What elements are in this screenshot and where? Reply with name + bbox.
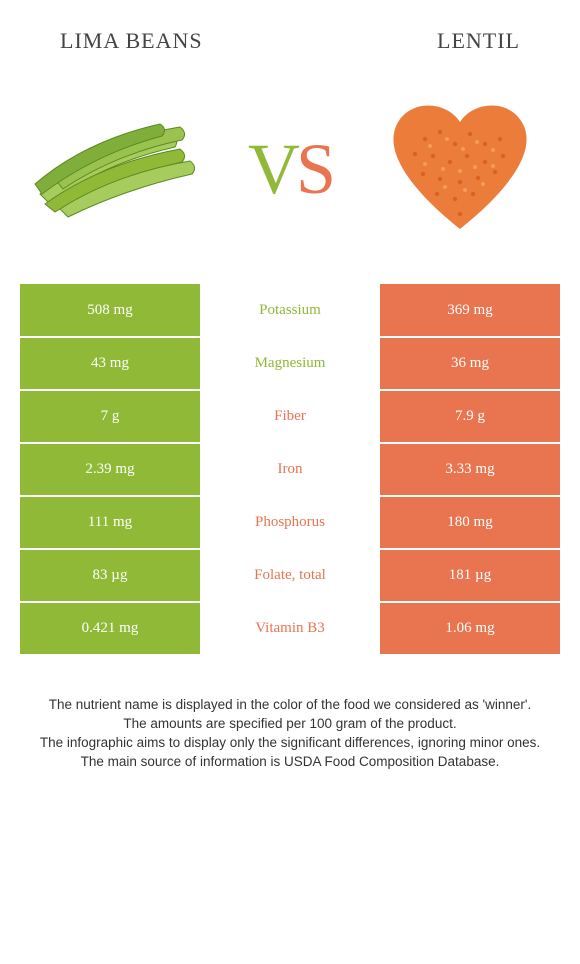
right-value: 7.9 g [380, 390, 560, 443]
left-value: 508 mg [20, 284, 200, 337]
nutrient-label: Vitamin B3 [200, 602, 380, 655]
footer-line: The nutrient name is displayed in the co… [20, 696, 560, 715]
table-row: 83 µgFolate, total181 µg [20, 549, 560, 602]
footer-line: The amounts are specified per 100 gram o… [20, 715, 560, 734]
footer-line: The infographic aims to display only the… [20, 734, 560, 753]
table-row: 7 gFiber7.9 g [20, 390, 560, 443]
left-food-title: Lima beans [60, 28, 203, 54]
table-row: 0.421 mgVitamin B31.06 mg [20, 602, 560, 655]
nutrient-label: Magnesium [200, 337, 380, 390]
vs-s: S [296, 128, 332, 211]
lentil-image [370, 89, 550, 249]
nutrient-label: Fiber [200, 390, 380, 443]
right-value: 181 µg [380, 549, 560, 602]
right-value: 180 mg [380, 496, 560, 549]
lima-beans-image [30, 89, 210, 249]
nutrient-label: Phosphorus [200, 496, 380, 549]
footer-notes: The nutrient name is displayed in the co… [0, 656, 580, 772]
vs-v: V [248, 128, 296, 211]
right-value: 1.06 mg [380, 602, 560, 655]
header: Lima beans Lentil [0, 0, 580, 54]
left-value: 2.39 mg [20, 443, 200, 496]
table-row: 508 mgPotassium369 mg [20, 284, 560, 337]
right-value: 369 mg [380, 284, 560, 337]
images-row: VS [0, 54, 580, 284]
left-value: 43 mg [20, 337, 200, 390]
table-row: 43 mgMagnesium36 mg [20, 337, 560, 390]
nutrient-label: Potassium [200, 284, 380, 337]
right-value: 36 mg [380, 337, 560, 390]
left-value: 111 mg [20, 496, 200, 549]
left-value: 7 g [20, 390, 200, 443]
comparison-table: 508 mgPotassium369 mg43 mgMagnesium36 mg… [20, 284, 560, 656]
right-value: 3.33 mg [380, 443, 560, 496]
vs-label: VS [248, 128, 332, 211]
table-row: 2.39 mgIron3.33 mg [20, 443, 560, 496]
footer-line: The main source of information is USDA F… [20, 753, 560, 772]
nutrient-label: Iron [200, 443, 380, 496]
left-value: 0.421 mg [20, 602, 200, 655]
right-food-title: Lentil [437, 28, 520, 54]
left-value: 83 µg [20, 549, 200, 602]
table-row: 111 mgPhosphorus180 mg [20, 496, 560, 549]
nutrient-label: Folate, total [200, 549, 380, 602]
